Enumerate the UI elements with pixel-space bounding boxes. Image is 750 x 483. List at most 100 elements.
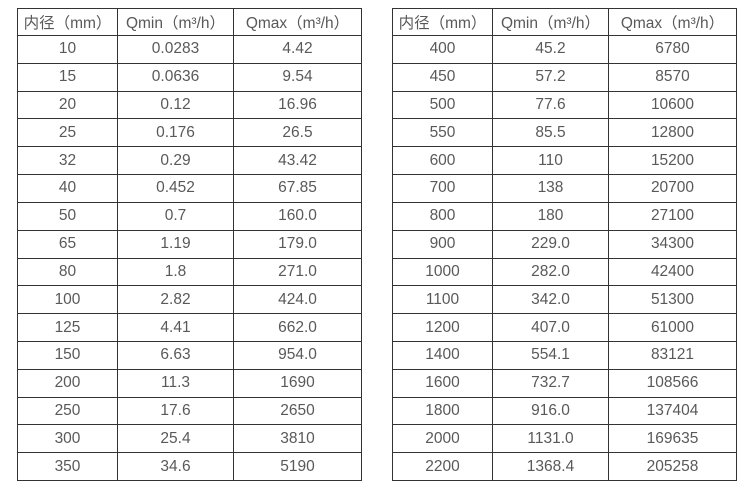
qmin-cell: 0.452 (117, 174, 234, 203)
table-row: 300 25.4 3810 (17, 424, 362, 454)
table-body: 10 0.0283 4.42 15 0.0636 9.54 20 0.12 16.96 25 0.1… (17, 35, 362, 481)
qmin-cell: 138 (492, 174, 609, 203)
header-inner-diameter: 内径（mm） (17, 8, 118, 36)
table-row: 200 11.3 1690 (17, 368, 362, 398)
qmin-cell: 6.63 (117, 340, 234, 370)
flow-table-large-diameters: 内径（mm） Qmin（m³/h） Qmax（m³/h） 400 45.2 6780… (392, 8, 737, 481)
table-row: 100 2.82 424.0 (17, 285, 362, 315)
table-body: 400 45.2 6780 450 57.2 8570 500 77.6 10600 550 85.… (392, 35, 737, 481)
qmin-cell: 916.0 (492, 396, 609, 426)
qmin-cell: 0.7 (117, 201, 234, 231)
table-row: 20 0.12 16.96 (17, 90, 362, 120)
qmin-cell: 554.1 (492, 340, 609, 370)
table-row: 1200 407.0 61000 (392, 313, 737, 342)
qmax-cell: 42400 (608, 257, 737, 287)
qmin-cell: 180 (492, 201, 609, 231)
diameter-cell: 800 (392, 201, 493, 231)
qmax-cell: 10600 (608, 90, 737, 120)
qmax-cell: 954.0 (233, 340, 362, 370)
table-row: 1000 282.0 42400 (392, 257, 737, 287)
header-qmin: Qmin（m³/h） (492, 8, 609, 36)
qmin-cell: 0.176 (117, 118, 234, 148)
qmax-cell: 160.0 (233, 201, 362, 231)
diameter-cell: 1600 (392, 368, 493, 398)
diameter-cell: 1100 (392, 285, 493, 315)
diameter-cell: 250 (17, 396, 118, 426)
qmax-cell: 9.54 (233, 62, 362, 92)
table-row: 900 229.0 34300 (392, 229, 737, 259)
table-row: 40 0.452 67.85 (17, 174, 362, 203)
qmax-cell: 27100 (608, 201, 737, 231)
diameter-cell: 125 (17, 313, 118, 342)
table-row: 1100 342.0 51300 (392, 285, 737, 315)
diameter-cell: 400 (392, 35, 493, 64)
qmin-cell: 0.0283 (117, 35, 234, 64)
qmax-cell: 108566 (608, 368, 737, 398)
qmax-cell: 8570 (608, 62, 737, 92)
diameter-cell: 350 (17, 452, 118, 481)
qmax-cell: 20700 (608, 174, 737, 203)
table-row: 65 1.19 179.0 (17, 229, 362, 259)
table-row: 1800 916.0 137404 (392, 396, 737, 426)
diameter-cell: 150 (17, 340, 118, 370)
qmax-cell: 34300 (608, 229, 737, 259)
qmax-cell: 6780 (608, 35, 737, 64)
qmax-cell: 15200 (608, 146, 737, 176)
qmax-cell: 5190 (233, 452, 362, 481)
diameter-cell: 300 (17, 424, 118, 454)
diameter-cell: 10 (17, 35, 118, 64)
qmin-cell: 0.12 (117, 90, 234, 120)
diameter-cell: 80 (17, 257, 118, 287)
qmax-cell: 3810 (233, 424, 362, 454)
qmin-cell: 11.3 (117, 368, 234, 398)
table-header: 内径（mm） Qmin（m³/h） Qmax（m³/h） (392, 8, 737, 36)
table-row: 700 138 20700 (392, 174, 737, 203)
qmax-cell: 424.0 (233, 285, 362, 315)
table-row: 550 85.5 12800 (392, 118, 737, 148)
qmax-cell: 43.42 (233, 146, 362, 176)
header-inner-diameter: 内径（mm） (392, 8, 493, 36)
qmin-cell: 1.19 (117, 229, 234, 259)
table-row: 80 1.8 271.0 (17, 257, 362, 287)
qmax-cell: 16.96 (233, 90, 362, 120)
qmin-cell: 17.6 (117, 396, 234, 426)
qmax-cell: 4.42 (233, 35, 362, 64)
table-row: 25 0.176 26.5 (17, 118, 362, 148)
diameter-cell: 1400 (392, 340, 493, 370)
table-row: 150 6.63 954.0 (17, 340, 362, 370)
table-row: 15 0.0636 9.54 (17, 62, 362, 92)
table-row: 600 110 15200 (392, 146, 737, 176)
qmax-cell: 2650 (233, 396, 362, 426)
qmin-cell: 732.7 (492, 368, 609, 398)
qmax-cell: 67.85 (233, 174, 362, 203)
diameter-cell: 50 (17, 201, 118, 231)
qmax-cell: 61000 (608, 313, 737, 342)
diameter-cell: 20 (17, 90, 118, 120)
qmax-cell: 137404 (608, 396, 737, 426)
table-row: 1400 554.1 83121 (392, 340, 737, 370)
table-row: 400 45.2 6780 (392, 35, 737, 64)
qmin-cell: 0.0636 (117, 62, 234, 92)
qmax-cell: 1690 (233, 368, 362, 398)
diameter-cell: 1000 (392, 257, 493, 287)
qmax-cell: 271.0 (233, 257, 362, 287)
table-header: 内径（mm） Qmin（m³/h） Qmax（m³/h） (17, 8, 362, 36)
table-row: 125 4.41 662.0 (17, 313, 362, 342)
qmax-cell: 169635 (608, 424, 737, 454)
diameter-cell: 2000 (392, 424, 493, 454)
qmin-cell: 45.2 (492, 35, 609, 64)
flow-table-small-diameters: 内径（mm） Qmin（m³/h） Qmax（m³/h） 10 0.0283 4.4… (17, 8, 362, 481)
qmin-cell: 4.41 (117, 313, 234, 342)
qmin-cell: 407.0 (492, 313, 609, 342)
diameter-cell: 550 (392, 118, 493, 148)
diameter-cell: 1200 (392, 313, 493, 342)
qmin-cell: 34.6 (117, 452, 234, 481)
table-row: 2000 1131.0 169635 (392, 424, 737, 454)
header-row: 内径（mm） Qmin（m³/h） Qmax（m³/h） (17, 8, 362, 36)
diameter-cell: 700 (392, 174, 493, 203)
table-row: 2200 1368.4 205258 (392, 452, 737, 481)
qmin-cell: 1.8 (117, 257, 234, 287)
table-row: 250 17.6 2650 (17, 396, 362, 426)
header-qmax: Qmax（m³/h） (608, 8, 737, 36)
